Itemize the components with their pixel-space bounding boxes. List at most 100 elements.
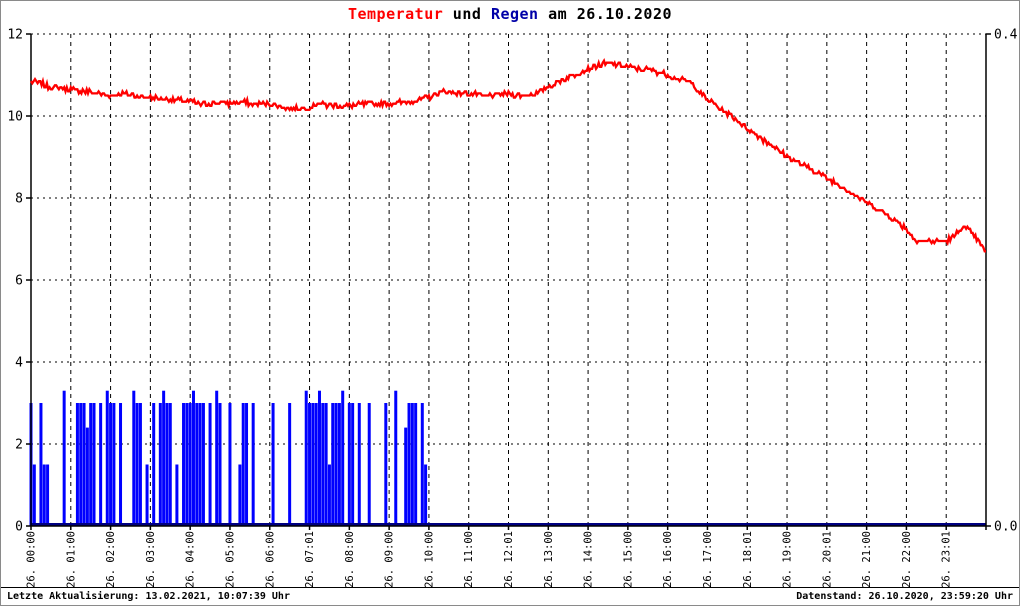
rain-bar [175, 464, 179, 526]
x-tick-label: 26. 02:00 [105, 531, 117, 588]
chart-canvas: 0 2 4 6 8 10 12 0.4 0.0 26. 00:00 26. 01:00 26. 02:… [7, 28, 1018, 588]
rain-bar [334, 403, 338, 526]
rain-bar [238, 464, 242, 526]
rain-bar [165, 403, 169, 526]
x-tick-label: 26. 21:00 [861, 531, 873, 588]
y-right-tick-label: 0.0 [994, 520, 1017, 535]
rain-bar [271, 403, 275, 526]
rain-bar [99, 403, 103, 526]
y-left-tick-label: 6 [15, 274, 23, 289]
rain-bar [410, 403, 414, 526]
rain-bar [201, 403, 205, 526]
rain-bar [311, 403, 315, 526]
rain-bar [132, 390, 136, 526]
y-left-tick-label: 4 [15, 356, 23, 371]
rain-bar [245, 403, 249, 526]
rain-bar [218, 403, 222, 526]
x-tick-label: 26. 09:00 [384, 531, 396, 588]
x-tick-label: 26. 01:00 [65, 531, 77, 588]
rain-bar [75, 403, 79, 526]
title-part: Regen [490, 5, 539, 23]
x-tick-label: 26. 23:01 [941, 531, 953, 588]
temperature-line [30, 58, 986, 253]
rain-bar [208, 403, 212, 526]
rain-bar [321, 403, 325, 526]
title-part: und [443, 5, 491, 23]
rain-bar [109, 403, 113, 526]
x-tick-label: 26. 06:00 [264, 531, 276, 588]
rain-bar [198, 403, 202, 526]
rain-bar [46, 464, 50, 526]
y-left-tick-label: 2 [15, 438, 23, 453]
rain-bar [62, 390, 66, 526]
y-left-tick-label: 0 [15, 520, 23, 535]
x-tick-label: 26. 07:01 [304, 531, 316, 588]
rain-bar [168, 403, 172, 526]
x-tick-label: 26. 22:00 [901, 531, 913, 588]
x-tick-label: 26. 14:00 [583, 531, 595, 588]
rain-bar [195, 403, 199, 526]
rain-bar [394, 390, 398, 526]
rain-bar [191, 390, 195, 526]
rain-bar [119, 403, 123, 526]
rain-bar [89, 403, 93, 526]
rain-bar [42, 464, 46, 526]
x-tick-label: 26. 03:00 [145, 531, 157, 588]
rain-bar [347, 403, 351, 526]
rain-bar [384, 403, 388, 526]
y-left-tick-label: 12 [7, 28, 23, 43]
x-tick-label: 26. 05:00 [224, 531, 236, 588]
rain-bar [327, 464, 331, 526]
x-tick-label: 26. 17:00 [702, 531, 714, 588]
rain-bar [135, 403, 139, 526]
rain-bar [79, 403, 83, 526]
rain-bar [241, 403, 245, 526]
rain-bar [357, 403, 361, 526]
footer-bar: Letzte Aktualisierung: 13.02.2021, 10:07… [1, 587, 1019, 605]
rain-bar [82, 403, 86, 526]
rain-bar [367, 403, 371, 526]
rain-bar [112, 403, 116, 526]
x-tick-label: 26. 10:00 [423, 531, 435, 588]
rain-bar [324, 403, 328, 526]
rain-bar [138, 403, 142, 526]
rain-bar [331, 403, 335, 526]
rain-bar [404, 427, 408, 526]
rain-bar [85, 427, 89, 526]
x-tick-label: 26. 13:00 [543, 531, 555, 588]
rain-bar [92, 403, 96, 526]
x-tick-label: 26. 08:00 [344, 531, 356, 588]
y-left-tick-label: 10 [7, 110, 23, 125]
title-part: am 26.10.2020 [538, 5, 673, 23]
rain-bar [251, 403, 255, 526]
rain-bar [351, 403, 355, 526]
x-tick-label: 26. 11:00 [463, 531, 475, 588]
rain-bar [308, 403, 312, 526]
rain-bar [420, 403, 424, 526]
x-tick-label: 26. 12:01 [503, 531, 515, 588]
y-right-tick-label: 0.4 [994, 28, 1018, 43]
x-tick-label: 26. 16:00 [662, 531, 674, 588]
x-tick-label: 26. 15:00 [622, 531, 634, 588]
rain-bar [158, 403, 162, 526]
rain-bar [304, 390, 308, 526]
rain-bar [185, 403, 189, 526]
rain-bar [414, 403, 418, 526]
rain-zero-line [31, 523, 986, 526]
rain-bar [228, 403, 232, 526]
x-tick-label: 26. 20:01 [821, 531, 833, 588]
footer-data-state: Datenstand: 26.10.2020, 23:59:20 Uhr [796, 591, 1013, 602]
footer-last-update: Letzte Aktualisierung: 13.02.2021, 10:07… [7, 591, 290, 602]
y-left-tick-label: 8 [15, 192, 23, 207]
title-part: Temperatur [347, 5, 444, 23]
rain-bar [105, 390, 109, 526]
rain-bar [288, 403, 292, 526]
rain-bar [317, 390, 321, 526]
rain-bar [32, 464, 36, 526]
rain-bar [39, 403, 43, 526]
x-tick-label: 26. 04:00 [185, 531, 197, 588]
chart-title: Temperatur und Regen am 26.10.2020 [1, 5, 1019, 23]
rain-bar [424, 464, 428, 526]
rain-bar [341, 390, 345, 526]
